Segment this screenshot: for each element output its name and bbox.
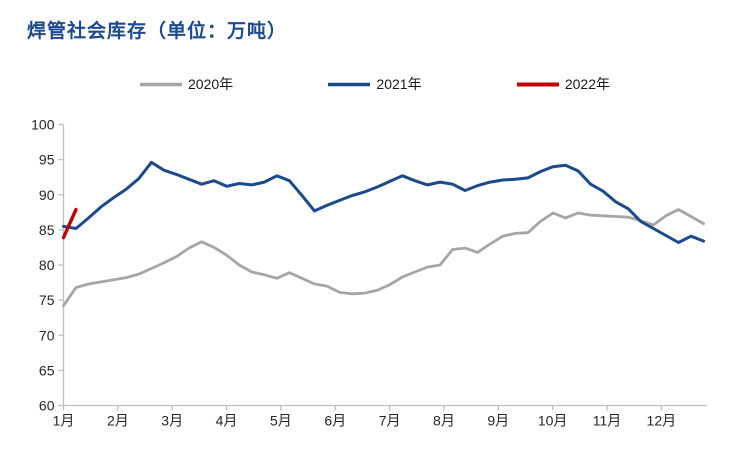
legend-label-2021: 2021年: [376, 76, 422, 92]
legend: 2020年 2021年 2022年: [140, 74, 610, 94]
line-swatch-icon: [328, 82, 371, 86]
svg-text:3月: 3月: [161, 413, 183, 429]
svg-text:100: 100: [31, 117, 55, 133]
svg-text:1月: 1月: [53, 413, 75, 429]
svg-text:85: 85: [39, 222, 55, 238]
svg-text:60: 60: [39, 398, 55, 414]
legend-item-2022: 2022年: [516, 74, 610, 94]
svg-text:5月: 5月: [270, 413, 292, 429]
svg-text:75: 75: [39, 292, 55, 308]
legend-item-2020: 2020年: [140, 74, 233, 94]
legend-label-2020: 2020年: [188, 76, 234, 92]
svg-text:12月: 12月: [647, 413, 677, 429]
svg-text:65: 65: [39, 362, 55, 378]
chart-title: 焊管社会库存（单位：万吨）: [27, 21, 288, 42]
legend-item-2021: 2021年: [328, 74, 422, 94]
svg-text:90: 90: [39, 187, 55, 203]
svg-text:6月: 6月: [324, 413, 346, 429]
svg-text:70: 70: [39, 327, 55, 343]
svg-text:11月: 11月: [593, 413, 622, 429]
line-swatch-icon: [140, 82, 182, 86]
line-swatch-icon: [516, 82, 559, 86]
svg-text:10月: 10月: [538, 413, 568, 429]
svg-text:9月: 9月: [487, 413, 509, 429]
legend-label-2022: 2022年: [564, 76, 610, 92]
svg-text:4月: 4月: [216, 413, 238, 429]
svg-text:7月: 7月: [379, 413, 401, 429]
svg-text:95: 95: [39, 152, 55, 168]
svg-text:8月: 8月: [433, 413, 455, 429]
svg-text:2月: 2月: [107, 413, 129, 429]
svg-text:80: 80: [39, 257, 55, 273]
